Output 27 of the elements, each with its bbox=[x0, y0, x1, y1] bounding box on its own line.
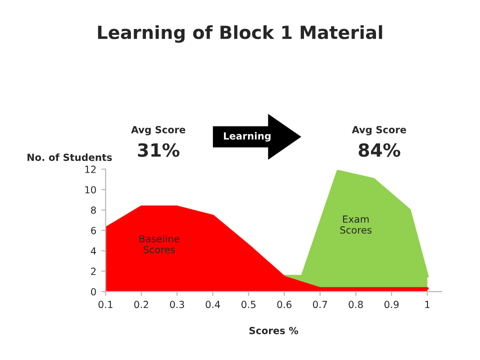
text: Learning bbox=[224, 132, 271, 142]
x-axis-title: Scores % bbox=[249, 326, 298, 334]
y-tick-label: 6 bbox=[91, 226, 96, 234]
chart-title: Learning of Block 1 Material bbox=[98, 25, 382, 43]
series-label: Exam Scores bbox=[340, 216, 372, 234]
series-label: Baseline Scores bbox=[140, 234, 180, 254]
x-tick-label: 0.7 bbox=[312, 300, 327, 308]
y-tick-label: 0 bbox=[91, 288, 96, 296]
y-tick-label: 10 bbox=[85, 186, 96, 194]
y-tick-label: 4 bbox=[90, 247, 96, 254]
y-tick-label: 12 bbox=[85, 166, 96, 173]
x-tick-label: 0.1 bbox=[98, 300, 112, 308]
y-axis-title: No. of Students bbox=[28, 153, 112, 162]
x-tick-label: 0.3 bbox=[170, 300, 184, 308]
x-tick-label: 0.8 bbox=[348, 300, 363, 308]
x-tick-label: 0.2 bbox=[134, 300, 148, 308]
y-tick-label: 2 bbox=[91, 268, 96, 275]
x-tick-label: 1 bbox=[425, 300, 430, 308]
text: 31% bbox=[138, 143, 180, 157]
x-tick-label: 0.6 bbox=[277, 300, 292, 308]
text: Avg Score bbox=[352, 126, 406, 136]
y-tick-label: 8 bbox=[91, 206, 96, 214]
x-tick-label: 0.5 bbox=[241, 300, 256, 308]
x-tick-label: 0.4 bbox=[206, 300, 220, 308]
text: 84% bbox=[358, 143, 400, 157]
x-tick-label: 0.9 bbox=[384, 300, 399, 308]
text: Avg Score bbox=[131, 126, 186, 136]
